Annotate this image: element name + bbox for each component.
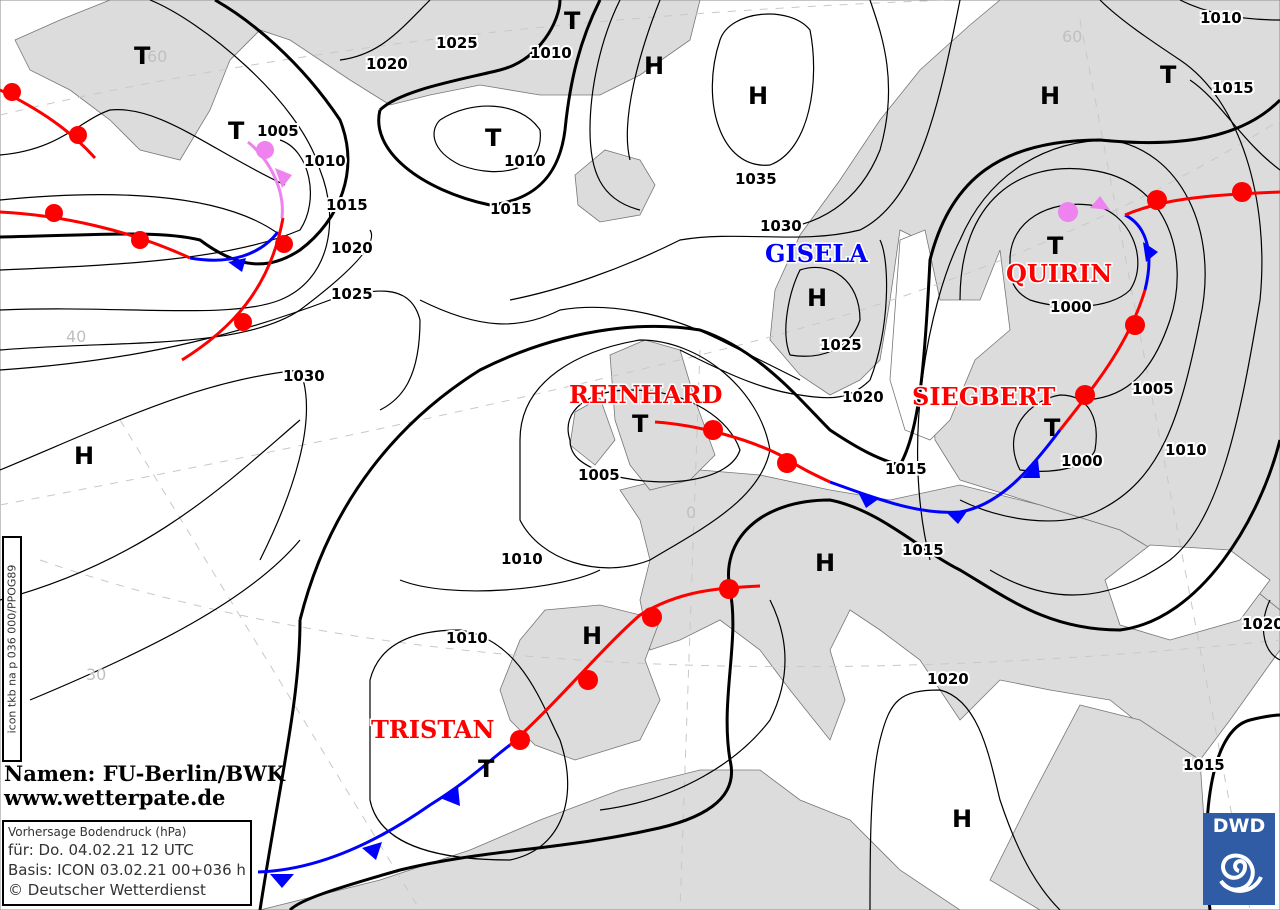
info-title: Vorhersage Bodendruck (hPa) [8, 825, 187, 839]
low-center: T [485, 124, 502, 152]
grid-label: 60 [147, 47, 167, 66]
isobar-label: 1015 [1212, 79, 1254, 97]
isobar-label: 1020 [842, 388, 884, 406]
isobar-label: 1010 [304, 152, 346, 170]
credits: Namen: FU-Berlin/BWK www.wetterpate.de [4, 762, 285, 810]
warm-front-atlantic [0, 210, 191, 260]
high-center: H [582, 622, 602, 650]
ireland [569, 397, 616, 466]
low-center: T [1160, 61, 1177, 89]
fronts [0, 83, 1280, 888]
isobar-label: 1000 [1061, 452, 1103, 470]
isobar-label: 1005 [257, 122, 299, 140]
high-center: H [952, 805, 972, 833]
isobar-label: 1015 [902, 541, 944, 559]
isobar-label: 1020 [1242, 615, 1280, 633]
swirl-icon [1219, 853, 1263, 893]
isobar-label: 1025 [331, 285, 373, 303]
isobar-label: 1010 [1200, 9, 1242, 27]
run-id-text: icon tkb na p 036 000/PPOG89 [5, 564, 19, 734]
website-credit: www.wetterpate.de [4, 785, 226, 810]
low-center: T [564, 7, 581, 35]
high-center: H [644, 52, 664, 80]
dwd-logo-text: DWD [1212, 815, 1266, 837]
isobar-label: 1010 [504, 152, 546, 170]
isobar-label: 1020 [331, 239, 373, 257]
high-center: H [815, 549, 835, 577]
uk [609, 339, 716, 491]
system-name-quirin: QUIRIN [1006, 259, 1112, 288]
isobar-label: 1005 [578, 466, 620, 484]
occlusion-atlantic [247, 140, 284, 219]
isobar-label: 1015 [326, 196, 368, 214]
info-valid-time: für: Do. 04.02.21 12 UTC [8, 841, 194, 859]
middle-east [989, 704, 1211, 910]
isobar-label: 1010 [530, 44, 572, 62]
names-credit: Namen: FU-Berlin/BWK [4, 761, 285, 786]
grid-label: 40 [66, 327, 86, 346]
low-center: T [228, 117, 245, 145]
low-center: T [478, 755, 495, 783]
cold-front-tristan [257, 743, 511, 874]
isobar-label: 1010 [501, 550, 543, 568]
pressure-centers: T T T T H H T H H T T T H H H T H [74, 7, 1177, 833]
isobar-label: 1020 [366, 55, 408, 73]
isobar-label: 1010 [1165, 441, 1207, 459]
isobar-label: 1010 [446, 629, 488, 647]
dwd-logo: DWD [1203, 813, 1275, 905]
grid-label: 30 [86, 665, 106, 684]
system-name-gisela: GISELA [765, 239, 868, 268]
low-center: T [632, 410, 649, 438]
warm-front-siegbert [1058, 289, 1147, 431]
low-center: T [1047, 232, 1064, 260]
high-center: H [748, 82, 768, 110]
grid-label: 0 [686, 503, 696, 522]
grid-label: 60 [1062, 27, 1082, 46]
low-center: T [134, 42, 151, 70]
run-id-label: icon tkb na p 036 000/PPOG89 [2, 536, 22, 762]
cold-front-quirin [1124, 213, 1151, 291]
warm-front-quirin [1124, 190, 1280, 217]
system-name-tristan: TRISTAN [371, 715, 494, 744]
info-copyright: © Deutscher Wetterdienst [8, 881, 206, 899]
high-center: H [807, 284, 827, 312]
forecast-info-box: Vorhersage Bodendruck (hPa) für: Do. 04.… [2, 820, 252, 906]
warm-front-reinhard [654, 420, 831, 484]
isobar-labels: 1020 1025 1010 1010 1015 1035 1030 1005 … [255, 7, 1280, 776]
cold-front-atlantic [189, 231, 280, 262]
system-name-reinhard: REINHARD [569, 380, 722, 409]
isobar-label: 1000 [1050, 298, 1092, 316]
high-center: H [74, 442, 94, 470]
grid-labels: 60 40 30 0 60 [66, 27, 1082, 684]
isobar-label: 1025 [436, 34, 478, 52]
greenland [14, 0, 701, 161]
isobar-label: 1015 [1183, 756, 1225, 774]
system-name-siegbert: SIEGBERT [912, 382, 1055, 411]
isobar-label: 1030 [760, 217, 802, 235]
info-basis: Basis: ICON 03.02.21 00+036 h [8, 861, 246, 879]
isobar-label: 1015 [490, 200, 532, 218]
system-names: GISELA QUIRIN SIEGBERT REINHARD TRISTAN [370, 238, 1114, 746]
isobar-label: 1030 [283, 367, 325, 385]
high-center: H [1040, 82, 1060, 110]
isobar-label: 1005 [1132, 380, 1174, 398]
isobar-label: 1035 [735, 170, 777, 188]
isobar-label: 1020 [927, 670, 969, 688]
isobar-label: 1025 [820, 336, 862, 354]
isobar-label: 1015 [885, 460, 927, 478]
low-center: T [1044, 414, 1061, 442]
